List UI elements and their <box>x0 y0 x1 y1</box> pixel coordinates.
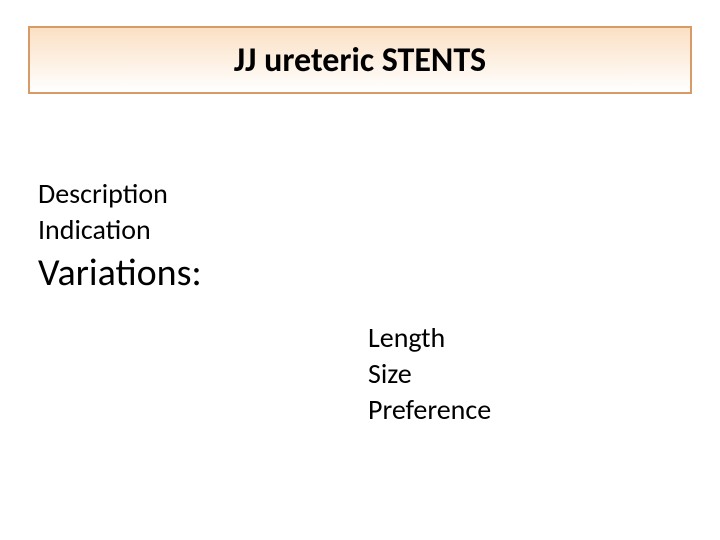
slide-title: JJ ureteric STENTS <box>234 40 486 81</box>
title-box: JJ ureteric STENTS <box>28 26 692 94</box>
left-list-item: Description <box>38 176 168 212</box>
right-list-item: Size <box>368 356 491 392</box>
right-list-item: Length <box>368 320 491 356</box>
right-list-item: Preference <box>368 392 491 428</box>
left-list: Description Indication <box>38 176 168 248</box>
left-list-item: Indication <box>38 212 168 248</box>
variations-heading: Variations: <box>38 250 202 296</box>
right-list: Length Size Preference <box>368 320 491 428</box>
